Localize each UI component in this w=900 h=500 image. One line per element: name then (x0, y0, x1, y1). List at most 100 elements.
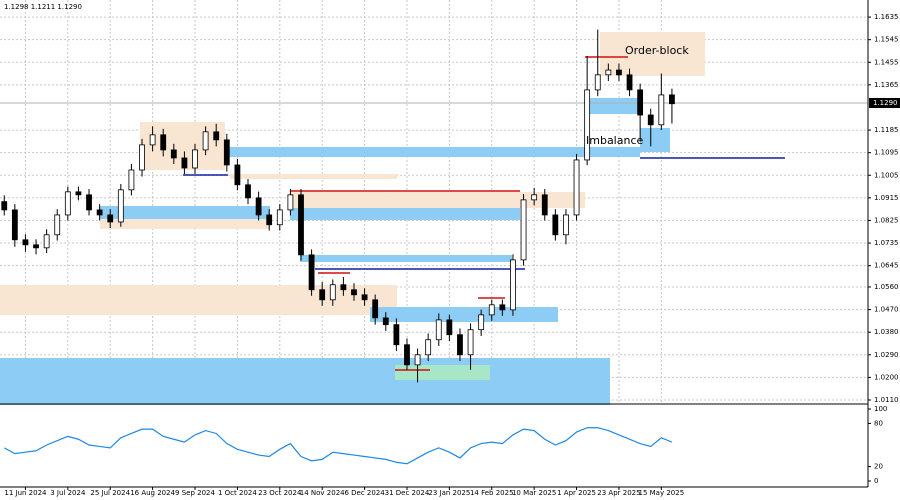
candle-body (351, 289, 357, 296)
supply-zone (100, 219, 270, 229)
y-tick-label: 1.0560 (874, 283, 899, 291)
candle-body (33, 244, 39, 249)
imbalance-zone (290, 208, 520, 220)
candle-body (329, 284, 336, 301)
y-tick-label: 1.1455 (874, 58, 899, 66)
annotation: Imbalance (586, 134, 643, 147)
candle-body (192, 149, 198, 169)
candle-body (276, 209, 283, 226)
x-tick-label: 15 May 2025 (639, 489, 685, 497)
indicator-line (3, 427, 673, 465)
candle-body (22, 239, 29, 246)
candle-body (478, 314, 485, 331)
candle-body (531, 194, 538, 201)
last-price-label: 1.1290 (873, 99, 898, 107)
imbalance-zone (0, 358, 610, 405)
candle-body (372, 299, 379, 319)
y-tick-label: 20 (874, 463, 883, 471)
candle-body (213, 131, 220, 141)
candle-body (255, 197, 262, 216)
supply-zone (290, 192, 585, 208)
candle-body (43, 234, 50, 249)
candle-body (86, 194, 92, 211)
candle-body (616, 69, 622, 76)
imbalance-zone (100, 206, 270, 219)
supply-zone (0, 285, 397, 315)
candle-body (435, 319, 442, 341)
candle-body (584, 89, 591, 161)
y-tick-label: 1.0110 (874, 396, 899, 404)
x-tick-label: 3 Jul 2024 (50, 489, 86, 497)
y-tick-label: 1.1005 (874, 171, 899, 179)
x-tick-label: 23 Oct 2024 (258, 489, 302, 497)
candle-body (488, 304, 495, 316)
candle-body (658, 94, 665, 126)
candle-body (181, 157, 188, 169)
y-tick-label: 1.0645 (874, 262, 899, 270)
candle-body (552, 214, 559, 236)
x-tick-label: 10 Mar 2025 (512, 489, 556, 497)
imbalance-zone (300, 255, 512, 262)
y-tick-label: 80 (874, 419, 883, 427)
candle-body (425, 339, 432, 356)
candle-body (245, 184, 251, 199)
x-tick-label: 14 Feb 2025 (470, 489, 514, 497)
candle-body (446, 319, 453, 336)
ohlc-info: 1.1298 1.1211 1.1290 (4, 3, 82, 11)
x-tick-label: 6 Dec 2024 (344, 489, 385, 497)
candle-body (467, 329, 474, 356)
candle-body (414, 354, 421, 366)
candle-body (457, 334, 463, 356)
candle-body (128, 169, 135, 191)
candle-body (361, 294, 368, 301)
candle-body (96, 209, 103, 216)
x-tick-label: 23 Jan 2025 (428, 489, 470, 497)
y-tick-label: 1.1635 (874, 13, 899, 21)
candle-body (202, 131, 209, 151)
liquidity-zone (395, 365, 490, 380)
supply-zone (230, 174, 397, 179)
candle-body (647, 114, 654, 126)
x-tick-label: 1 Apr 2025 (557, 489, 596, 497)
x-tick-label: 25 Jul 2024 (90, 489, 130, 497)
candle-body (54, 214, 61, 236)
imbalance-zone (370, 307, 558, 322)
y-tick-label: 1.1185 (874, 126, 899, 134)
candle-body (382, 317, 389, 326)
imbalance-zone (225, 147, 640, 157)
y-tick-label: 1.0825 (874, 216, 899, 224)
series (1, 29, 675, 465)
candle-body (75, 191, 82, 196)
candle-body (637, 89, 644, 116)
last-price-tag (869, 98, 900, 108)
y-tick-label: 1.1365 (874, 81, 899, 89)
candle-body (605, 69, 612, 76)
y-tick-label: 1.1095 (874, 149, 899, 157)
y-tick-label: 1.1545 (874, 36, 899, 44)
candle-body (520, 199, 527, 261)
y-tick-label: 0 (874, 477, 878, 485)
candle-body (393, 324, 400, 346)
candle-body (223, 139, 230, 166)
candle-body (287, 194, 294, 211)
candle-body (149, 134, 156, 146)
candle-body (107, 214, 114, 223)
candle-body (1, 201, 8, 211)
candle-body (340, 284, 347, 291)
order-block-zone (600, 32, 705, 76)
candle-body (64, 191, 71, 216)
y-tick-label: 1.0290 (874, 351, 899, 359)
x-tick-label: 9 Sep 2024 (175, 489, 215, 497)
imbalance-zone (585, 98, 640, 114)
y-tick-label: 100 (874, 405, 887, 413)
x-tick-label: 31 Dec 2024 (385, 489, 430, 497)
candle-body (669, 94, 675, 105)
candle-body (308, 254, 315, 291)
y-tick-label: 1.0200 (874, 373, 899, 381)
candle-body (266, 214, 273, 226)
candle-body (11, 209, 18, 241)
candle-body (298, 194, 304, 256)
candle-body (510, 259, 516, 311)
